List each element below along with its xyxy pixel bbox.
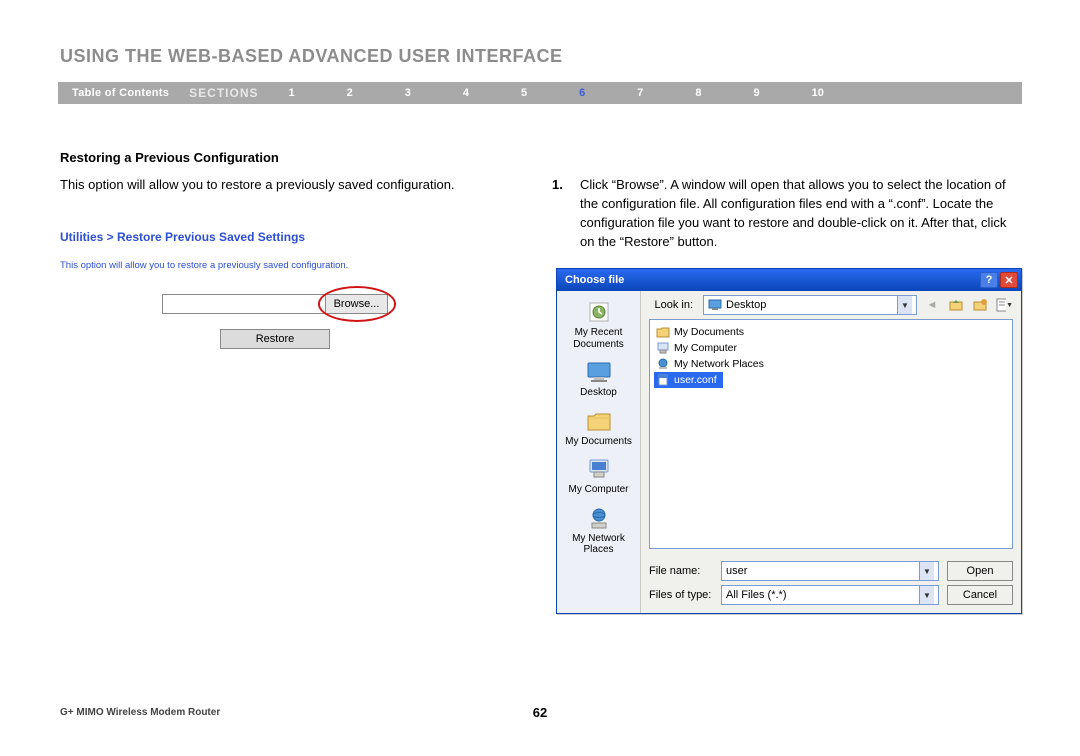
file-item[interactable]: user.conf [654, 372, 723, 388]
filetype-select[interactable]: All Files (*.*) ▼ [721, 585, 939, 605]
section-link-6[interactable]: 6 [579, 87, 585, 99]
restore-panel: Utilities > Restore Previous Saved Setti… [60, 230, 490, 349]
chevron-down-icon: ▼ [919, 586, 934, 604]
page-title: USING THE WEB-BASED ADVANCED USER INTERF… [60, 46, 563, 67]
place-my-computer[interactable]: My Computer [563, 454, 635, 500]
restore-button[interactable]: Restore [220, 329, 330, 349]
places-bar: My Recent DocumentsDesktopMy DocumentsMy… [557, 291, 641, 613]
step-marker: 1. [552, 176, 580, 251]
toc-link[interactable]: Table of Contents [58, 87, 183, 99]
chevron-down-icon: ▼ [919, 562, 934, 580]
intro-text: This option will allow you to restore a … [60, 176, 490, 195]
filename-field[interactable]: user ▼ [721, 561, 939, 581]
file-item[interactable]: My Network Places [654, 356, 1008, 372]
section-link-5[interactable]: 5 [521, 87, 527, 99]
lookin-label: Look in: [649, 299, 697, 311]
dialog-titlebar: Choose file ? ✕ [557, 269, 1021, 291]
section-link-8[interactable]: 8 [695, 87, 701, 99]
dialog-title-text: Choose file [565, 274, 624, 286]
sections-label: SECTIONS [183, 86, 276, 100]
section-navbar: Table of Contents SECTIONS 1 2 3 4 5 6 7 8 9 10 [58, 82, 1022, 104]
section-link-1[interactable]: 1 [289, 87, 295, 99]
section-link-9[interactable]: 9 [754, 87, 760, 99]
step-1: 1. Click “Browse”. A window will open th… [552, 176, 1022, 251]
filetype-label: Files of type: [649, 589, 713, 601]
section-link-10[interactable]: 10 [812, 87, 824, 99]
place-my-documents[interactable]: My Documents [563, 406, 635, 452]
filename-value: user [726, 565, 747, 577]
view-menu-icon[interactable]: ▼ [995, 296, 1013, 314]
new-folder-icon[interactable] [971, 296, 989, 314]
place-desktop[interactable]: Desktop [563, 357, 635, 403]
place-my-network-places[interactable]: My Network Places [563, 503, 635, 560]
help-icon[interactable]: ? [980, 272, 998, 288]
desktop-icon [708, 298, 722, 312]
filename-label: File name: [649, 565, 713, 577]
file-dialog: Choose file ? ✕ My Recent DocumentsDeskt… [556, 268, 1022, 614]
restore-hint: This option will allow you to restore a … [60, 260, 490, 271]
step-text: Click “Browse”. A window will open that … [580, 176, 1022, 251]
file-item[interactable]: My Documents [654, 324, 1008, 340]
chevron-down-icon: ▼ [897, 296, 912, 314]
close-icon[interactable]: ✕ [1000, 272, 1018, 288]
config-path-input[interactable] [162, 294, 326, 314]
section-link-2[interactable]: 2 [347, 87, 353, 99]
breadcrumb: Utilities > Restore Previous Saved Setti… [60, 230, 490, 244]
place-my-recent-documents[interactable]: My Recent Documents [563, 297, 635, 354]
file-item[interactable]: My Computer [654, 340, 1008, 356]
back-icon[interactable]: ◄ [923, 296, 941, 314]
lookin-select[interactable]: Desktop ▼ [703, 295, 917, 315]
section-link-7[interactable]: 7 [637, 87, 643, 99]
section-link-4[interactable]: 4 [463, 87, 469, 99]
section-heading: Restoring a Previous Configuration [60, 150, 279, 165]
open-button[interactable]: Open [947, 561, 1013, 581]
browse-button[interactable]: Browse... [326, 294, 389, 314]
page-number: 62 [533, 705, 547, 720]
section-link-3[interactable]: 3 [405, 87, 411, 99]
cancel-button[interactable]: Cancel [947, 585, 1013, 605]
file-list[interactable]: My DocumentsMy ComputerMy Network Places… [649, 319, 1013, 549]
lookin-value: Desktop [726, 299, 766, 311]
product-name: G+ MIMO Wireless Modem Router [60, 707, 220, 718]
filetype-value: All Files (*.*) [726, 589, 787, 601]
up-icon[interactable] [947, 296, 965, 314]
